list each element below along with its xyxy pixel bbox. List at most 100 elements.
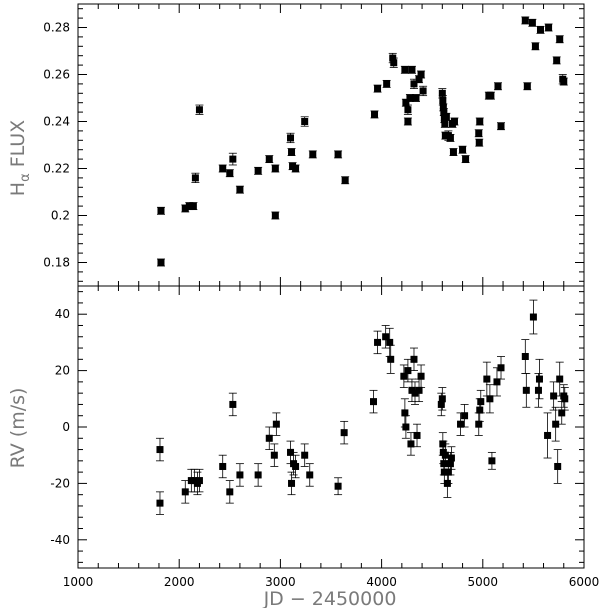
data-point <box>301 451 309 459</box>
halpha-flux-panel: 0.18 0.2 0.22 0.24 0.26 0.28 <box>43 3 585 287</box>
data-point <box>550 392 558 400</box>
y-tick-label: 40 <box>55 307 70 321</box>
y-tick-label: 0.18 <box>43 256 70 270</box>
y-tick-label: -20 <box>50 476 70 490</box>
data-point <box>401 409 409 417</box>
data-point <box>415 386 423 394</box>
data-point <box>181 204 189 212</box>
data-point <box>544 431 552 439</box>
data-point <box>529 313 537 321</box>
data-point <box>446 134 454 142</box>
data-point <box>382 333 390 341</box>
data-point <box>236 471 244 479</box>
data-point <box>265 155 273 163</box>
y-tick-label: 0.2 <box>51 209 70 223</box>
data-point <box>475 420 483 428</box>
data-point <box>521 16 529 24</box>
data-point <box>497 122 505 130</box>
data-point <box>561 395 569 403</box>
plot-frame <box>77 3 585 287</box>
data-point <box>288 479 296 487</box>
y-tick-label: 0.24 <box>43 115 70 129</box>
data-point <box>523 82 531 90</box>
data-point <box>417 71 425 78</box>
data-point <box>309 150 317 158</box>
x-tick-label: 6000 <box>569 575 600 589</box>
data-point <box>156 446 164 454</box>
data-point <box>402 99 410 107</box>
x-tick-label: 4000 <box>366 575 397 589</box>
plot-frame <box>77 285 585 569</box>
data-point <box>236 186 244 194</box>
data-point <box>461 412 469 420</box>
data-point <box>475 139 483 147</box>
data-point <box>494 82 502 90</box>
data-point <box>157 259 165 266</box>
data-point <box>387 355 395 363</box>
y-tick-label: 0.26 <box>43 68 70 82</box>
data-point <box>411 389 419 397</box>
data-point <box>438 395 446 403</box>
data-point <box>219 462 227 470</box>
data-point <box>400 372 408 380</box>
data-point <box>306 471 314 479</box>
data-point <box>226 488 234 496</box>
data-point <box>440 108 448 116</box>
data-point <box>450 118 458 125</box>
data-point <box>439 103 447 111</box>
data-point <box>407 440 415 448</box>
data-point <box>370 398 378 406</box>
data-point <box>371 110 379 118</box>
data-point <box>404 106 412 114</box>
data-point <box>554 462 562 470</box>
data-point <box>271 165 279 172</box>
x-tick-label: 1000 <box>63 575 94 589</box>
data-point <box>417 372 425 380</box>
data-point <box>483 375 491 383</box>
data-point <box>288 148 296 156</box>
data-point <box>341 176 349 184</box>
data-point <box>444 468 452 476</box>
y-tick-label: 0.22 <box>43 162 70 176</box>
rv-axis-label: RV (m/s) <box>7 388 29 469</box>
data-point <box>447 454 455 462</box>
rv-panel: 1000 2000 3000 4000 5000 6000 -40 -20 0 20 40 <box>50 285 600 589</box>
jd-axis-label: JD − 2450000 <box>263 588 397 608</box>
data-point <box>271 212 279 219</box>
data-point <box>536 26 544 34</box>
x-tick-label: 2000 <box>164 575 195 589</box>
data-point <box>545 24 553 31</box>
data-point <box>334 482 342 490</box>
data-point <box>401 66 409 74</box>
data-point <box>340 429 348 437</box>
data-point <box>415 75 423 83</box>
data-point <box>374 338 382 346</box>
data-point <box>390 59 398 67</box>
data-point <box>553 56 561 64</box>
data-point <box>487 92 495 100</box>
data-point <box>558 409 566 417</box>
data-point <box>229 400 237 408</box>
data-point <box>419 87 427 95</box>
data-point <box>410 355 418 363</box>
data-point <box>413 431 421 439</box>
data-point <box>449 148 457 156</box>
data-point <box>440 468 448 476</box>
data-point <box>476 406 484 414</box>
data-point <box>441 451 449 459</box>
data-point <box>402 423 410 431</box>
data-point <box>301 118 309 125</box>
data-point <box>191 174 199 182</box>
data-point <box>270 451 278 459</box>
x-tick-label: 3000 <box>265 575 296 589</box>
data-point <box>446 460 454 468</box>
data-point <box>552 420 560 428</box>
data-point <box>406 94 414 102</box>
data-point <box>438 89 446 97</box>
data-point <box>521 353 529 360</box>
x-tick-label: 5000 <box>468 575 499 589</box>
data-point <box>292 165 300 172</box>
data-point <box>219 165 227 172</box>
data-point <box>287 134 295 142</box>
